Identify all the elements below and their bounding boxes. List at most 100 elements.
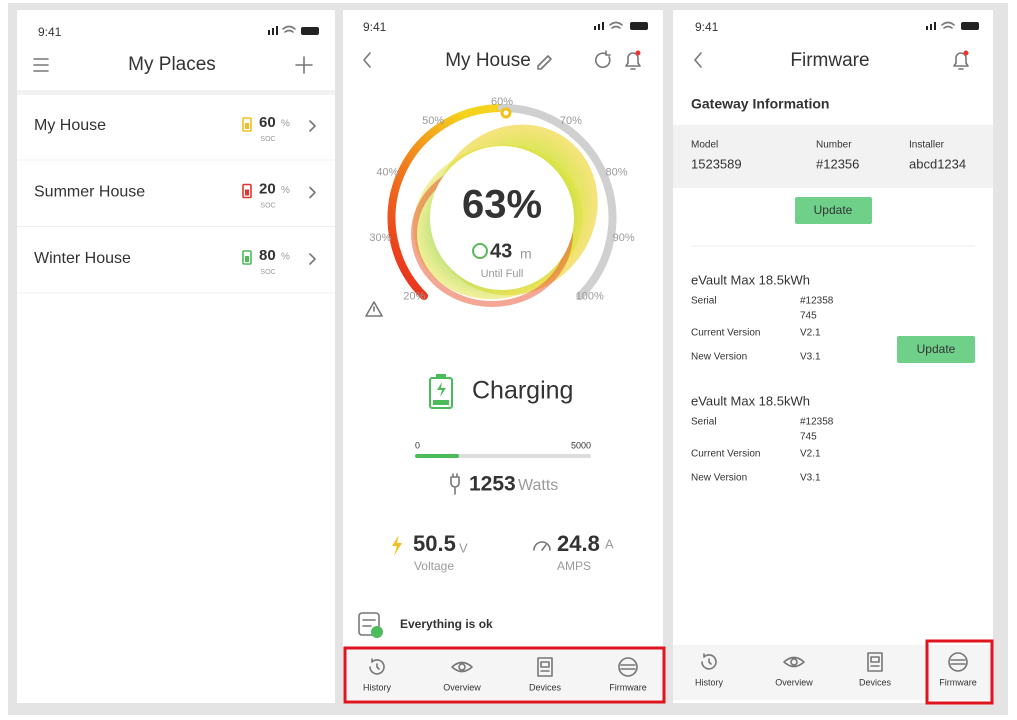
power-max: 5000: [571, 440, 591, 450]
tab[interactable]: Firmware: [939, 652, 977, 687]
soc-unit: %: [281, 252, 290, 263]
place-row[interactable]: My House 60 % SOC: [17, 114, 335, 161]
voltage-value: 50.5: [413, 531, 456, 556]
panel: [17, 10, 335, 703]
gauge-track: [498, 103, 617, 300]
tab-bar: [673, 645, 993, 700]
serial-value: #12358: [800, 417, 834, 428]
gateway-band: [673, 125, 993, 188]
tab-list: History Overview Devices Firmware: [363, 657, 647, 693]
soc-label: SOC: [260, 269, 275, 276]
soc-value: 20: [259, 180, 276, 197]
status-time: 9:41: [38, 25, 62, 39]
serial-value: #12358: [800, 296, 834, 307]
field-label: Current Version: [691, 328, 760, 339]
gauge-tick-label: 60%: [491, 96, 513, 108]
field-label: Current Version: [691, 449, 760, 460]
gateway-value: #12356: [816, 156, 859, 171]
tab[interactable]: Devices: [529, 657, 562, 692]
tab-icon: [369, 658, 385, 675]
tab-icon: [948, 652, 968, 672]
firmware-screen: 9:41 Firmware Gateway Information Model 1…: [673, 10, 994, 705]
gauge-tick-label: 100%: [576, 291, 604, 303]
status-message-icon: [358, 612, 383, 638]
section-title: Gateway Information: [691, 96, 829, 112]
warning-icon: [365, 301, 383, 317]
back-button[interactable]: [694, 52, 702, 68]
tab-icon: [783, 656, 805, 668]
place-row[interactable]: Winter House 80 % SOC: [17, 247, 335, 294]
tab-label: History: [363, 682, 392, 692]
place-name: Winter House: [34, 250, 131, 267]
update-label: Update: [917, 342, 956, 356]
screen-title: My Places: [128, 54, 216, 75]
power-unit: Watts: [518, 477, 558, 494]
tab[interactable]: Devices: [859, 652, 892, 687]
gauge-tick-label: 90%: [613, 232, 635, 244]
gateway-value: 1523589: [691, 156, 742, 171]
charge-value: 63%: [462, 183, 542, 227]
highlight-box: [343, 646, 666, 704]
update-button[interactable]: [795, 197, 872, 224]
voltage-unit: V: [459, 540, 468, 555]
refresh-button[interactable]: [595, 50, 611, 68]
house-screen: 9:41 My House 20% 30% 40% 50% 60% 70% 80% 90% 10…: [343, 10, 666, 704]
highlight-box: [925, 639, 994, 705]
add-button[interactable]: [295, 56, 313, 74]
current-value: 24.8: [557, 531, 600, 556]
gateway-header: Number: [816, 140, 852, 151]
screen-title: My House: [445, 50, 531, 71]
device: eVault Max 18.5kWh Serial #12358 745 Current…: [691, 272, 975, 363]
tab-label: Devices: [859, 677, 892, 687]
timer-icon: [472, 243, 488, 259]
battery-icon: [429, 374, 453, 409]
current-version: V2.1: [800, 449, 821, 460]
tab-icon: [618, 657, 638, 677]
field-label: New Version: [691, 352, 747, 363]
update-button[interactable]: [897, 336, 975, 363]
device-list: eVault Max 18.5kWh Serial #12358 745 Current…: [691, 272, 975, 484]
alerts-button[interactable]: [625, 50, 641, 70]
status-message: Everything is ok: [400, 617, 493, 631]
voltage-label: Voltage: [414, 559, 454, 573]
tab-label: Overview: [443, 682, 481, 692]
back-button[interactable]: [363, 52, 371, 68]
tab-label: Firmware: [939, 677, 977, 687]
tab[interactable]: Overview: [443, 661, 481, 693]
alerts-button[interactable]: [953, 50, 969, 70]
menu-button[interactable]: [33, 58, 49, 72]
battery-icon: [242, 183, 252, 199]
battery-level: [245, 123, 249, 129]
chevron: [309, 253, 316, 265]
field-label: Serial: [691, 296, 717, 307]
status-icons: [926, 21, 979, 30]
status-time: 9:41: [695, 20, 719, 34]
gauge-ticks: 20% 30% 40% 50% 60% 70% 80% 90% 100%: [369, 96, 634, 303]
current-unit: A: [605, 536, 614, 551]
screen-title: Firmware: [790, 50, 869, 71]
plug-icon: [450, 473, 460, 495]
tab[interactable]: History: [363, 658, 392, 692]
gauge-tick-label: 30%: [369, 232, 391, 244]
place-row[interactable]: Summer House 20 % SOC: [17, 180, 335, 227]
new-version: V3.1: [800, 352, 821, 363]
power-track: [415, 454, 591, 458]
tab[interactable]: Firmware: [609, 657, 647, 692]
tab[interactable]: Overview: [775, 656, 813, 688]
chevron: [309, 120, 316, 132]
time-unit: m: [520, 246, 532, 262]
tab-bar: [343, 648, 663, 700]
place-list: My House 60 %SOC Summer House 20 %SOC Winter H…: [17, 114, 335, 294]
soc-unit: %: [281, 185, 290, 196]
tab-label: Firmware: [609, 682, 647, 692]
edit-button[interactable]: [537, 55, 552, 70]
field-label: New Version: [691, 473, 747, 484]
gauge-arc: [387, 103, 506, 300]
gauge-center: [430, 146, 574, 290]
tab[interactable]: History: [695, 653, 724, 687]
gateway-info: Model 1523589 Number #12356 Installer abcd123…: [691, 140, 966, 172]
status-icons: [594, 21, 648, 30]
soc-value: 80: [259, 247, 276, 264]
chevron: [309, 186, 316, 199]
